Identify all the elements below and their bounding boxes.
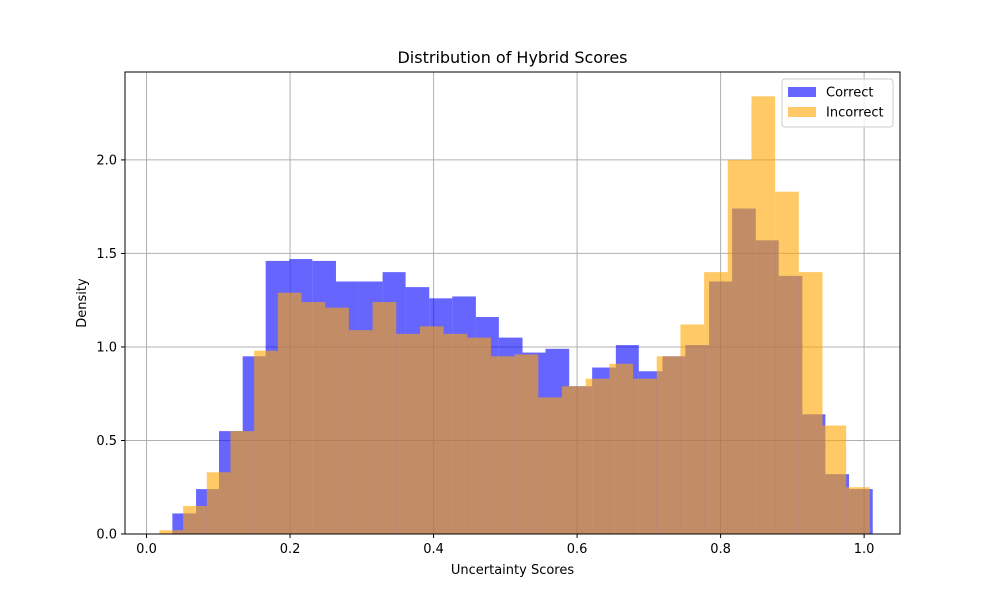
legend-label-incorrect: Incorrect [826, 106, 884, 121]
bar-incorrect [254, 350, 278, 534]
x-tick-label: 0.6 [567, 542, 588, 557]
bar-incorrect [656, 356, 681, 534]
bar-incorrect [704, 272, 728, 534]
y-axis-label: Density [75, 278, 90, 328]
bar-incorrect [301, 302, 326, 534]
bar-incorrect [443, 333, 468, 534]
bar-incorrect [230, 431, 255, 534]
bar-incorrect [609, 363, 634, 534]
bar-incorrect [277, 292, 302, 534]
bar-incorrect [396, 333, 420, 534]
x-tick-label: 1.0 [854, 542, 875, 557]
x-tick-label: 0.0 [136, 542, 157, 557]
bar-incorrect [822, 425, 847, 534]
histogram-bars [159, 96, 873, 534]
bar-incorrect [585, 378, 610, 534]
axis-ticks: 0.0 0.2 0.4 0.6 0.8 1.0 0.0 0.5 1.0 1.5 2.0 [96, 153, 874, 557]
bar-incorrect [775, 191, 799, 534]
series-incorrect-bars [159, 96, 870, 534]
bar-incorrect [798, 272, 823, 534]
bar-incorrect [159, 530, 184, 534]
bar-incorrect [183, 505, 207, 534]
legend: Correct Incorrect [781, 78, 894, 128]
bar-incorrect [419, 326, 444, 534]
y-tick-label: 2.0 [96, 153, 117, 168]
legend-swatch-incorrect [788, 107, 816, 117]
plot-frame [124, 71, 901, 535]
bar-incorrect [372, 302, 397, 534]
bar-incorrect [538, 397, 563, 534]
bar-incorrect [514, 354, 539, 534]
y-tick-label: 0.5 [96, 434, 117, 449]
legend-swatch-correct [788, 87, 816, 97]
chart-title: Distribution of Hybrid Scores [397, 48, 627, 67]
bar-incorrect [467, 337, 491, 534]
bar-incorrect [846, 487, 870, 534]
y-tick-label: 0.0 [96, 528, 117, 543]
bar-incorrect [562, 386, 586, 534]
y-tick-label: 1.0 [96, 340, 117, 355]
legend-label-correct: Correct [826, 86, 873, 101]
x-axis-label: Uncertainty Scores [451, 563, 574, 578]
bar-incorrect [325, 307, 349, 534]
bar-incorrect [633, 378, 657, 534]
bar-incorrect [348, 330, 373, 534]
bar-incorrect [751, 96, 776, 534]
bar-incorrect [206, 472, 231, 534]
x-tick-label: 0.8 [710, 542, 731, 557]
bar-incorrect [680, 324, 705, 534]
x-tick-label: 0.4 [423, 542, 444, 557]
y-tick-label: 1.5 [96, 247, 117, 262]
x-tick-label: 0.2 [280, 542, 301, 557]
bar-incorrect [490, 356, 515, 534]
bar-incorrect [727, 159, 752, 534]
